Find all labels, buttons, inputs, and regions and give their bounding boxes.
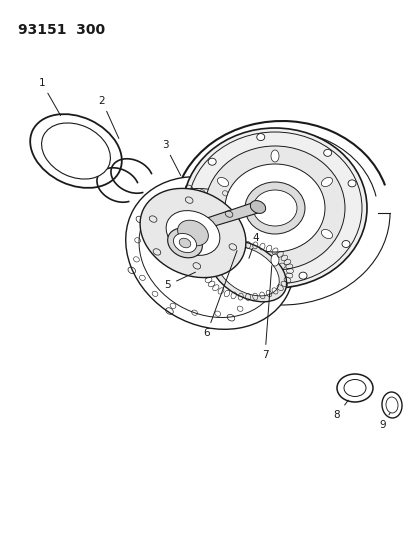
Ellipse shape [217, 229, 228, 239]
Ellipse shape [381, 392, 401, 418]
Text: 4: 4 [248, 233, 259, 259]
Ellipse shape [208, 158, 216, 165]
Ellipse shape [320, 177, 332, 187]
Ellipse shape [166, 211, 219, 255]
Ellipse shape [140, 188, 245, 278]
Ellipse shape [343, 379, 365, 397]
Ellipse shape [224, 164, 324, 252]
Ellipse shape [30, 114, 121, 188]
Ellipse shape [244, 182, 304, 234]
Ellipse shape [167, 228, 202, 258]
Ellipse shape [252, 190, 296, 226]
Ellipse shape [177, 220, 208, 246]
Ellipse shape [41, 123, 110, 179]
Ellipse shape [217, 177, 228, 187]
Text: 2: 2 [98, 96, 119, 139]
Ellipse shape [242, 272, 250, 279]
Text: 8: 8 [333, 400, 347, 420]
Text: 1: 1 [38, 78, 60, 116]
Text: 5: 5 [164, 272, 195, 290]
Ellipse shape [183, 128, 366, 288]
Text: 7: 7 [261, 266, 271, 360]
Ellipse shape [385, 397, 397, 413]
Text: 93151  300: 93151 300 [18, 23, 105, 37]
Ellipse shape [216, 246, 279, 296]
Ellipse shape [256, 134, 264, 141]
Ellipse shape [347, 180, 355, 187]
Ellipse shape [199, 240, 207, 247]
Ellipse shape [320, 229, 332, 239]
Ellipse shape [126, 176, 294, 329]
Text: 9: 9 [379, 413, 389, 430]
Ellipse shape [173, 233, 196, 253]
Ellipse shape [271, 254, 278, 266]
Ellipse shape [271, 150, 278, 162]
Polygon shape [197, 201, 257, 231]
Ellipse shape [179, 238, 190, 248]
Text: 6: 6 [203, 251, 237, 338]
Ellipse shape [298, 272, 306, 279]
Ellipse shape [189, 198, 197, 205]
Text: 3: 3 [161, 140, 180, 175]
Ellipse shape [336, 374, 372, 402]
Ellipse shape [209, 240, 286, 302]
Ellipse shape [250, 200, 265, 213]
Ellipse shape [204, 146, 344, 270]
Ellipse shape [341, 240, 349, 247]
Ellipse shape [323, 149, 331, 156]
